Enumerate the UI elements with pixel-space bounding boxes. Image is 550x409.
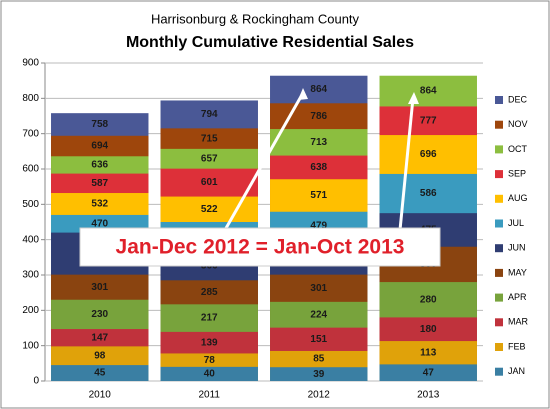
chart-subtitle: Harrisonburg & Rockingham County	[151, 11, 360, 26]
data-label: 587	[91, 178, 108, 189]
x-tick-label: 2011	[198, 390, 220, 401]
legend-label: JAN	[508, 366, 525, 376]
y-tick-label: 500	[22, 199, 39, 210]
data-label: 285	[201, 287, 218, 298]
y-tick-label: 0	[33, 376, 39, 387]
legend-swatch	[495, 145, 503, 154]
legend-label: NOV	[508, 119, 528, 129]
legend-swatch	[495, 343, 503, 351]
arrowhead	[408, 92, 419, 104]
data-label: 571	[310, 190, 327, 201]
legend-label: SEP	[508, 168, 526, 178]
data-label: 758	[91, 119, 108, 130]
data-label: 601	[201, 177, 218, 188]
data-label: 694	[91, 141, 108, 152]
bar	[51, 365, 149, 381]
legend-swatch	[495, 96, 503, 104]
data-label: 864	[310, 84, 327, 95]
data-label: 532	[91, 199, 108, 210]
data-label: 479	[310, 220, 327, 231]
data-label: 224	[310, 309, 327, 320]
legend-label: MAR	[508, 317, 529, 327]
data-label: 586	[420, 188, 437, 199]
data-label: 301	[91, 282, 108, 293]
data-label: 113	[420, 347, 437, 358]
legend-swatch	[495, 318, 503, 327]
y-tick-label: 800	[22, 93, 39, 104]
data-label: 713	[310, 137, 327, 148]
y-tick-label: 300	[22, 270, 39, 281]
x-tick-label: 2010	[89, 390, 112, 401]
arrow	[398, 97, 415, 231]
legend-label: JUL	[508, 218, 524, 228]
data-label: 151	[310, 334, 327, 345]
y-tick-label: 400	[22, 234, 39, 245]
data-label: 78	[204, 355, 216, 366]
data-label: 217	[201, 313, 218, 324]
legend-label: MAY	[508, 267, 527, 277]
bars	[51, 75, 477, 382]
data-label: 786	[310, 111, 327, 122]
data-label: 280	[420, 294, 437, 305]
annotation-group: Jan-Dec 2012 = Jan-Oct 2013	[79, 88, 441, 267]
annotation-box	[79, 227, 441, 267]
data-label: 638	[310, 162, 327, 173]
legend-swatch	[495, 367, 503, 376]
data-label: 864	[420, 86, 437, 97]
legend-swatch	[495, 244, 503, 253]
data-label: 696	[420, 149, 437, 160]
y-tick-label: 100	[22, 340, 39, 351]
legend: JAN FEB MAR APR MAY JUN JUL AUG SEP OCT NOV DEC	[495, 94, 529, 376]
data-label: 794	[201, 109, 218, 120]
data-label: 230	[91, 309, 108, 320]
x-tick-label: 2013	[417, 390, 440, 401]
bar	[160, 366, 258, 381]
y-tick-label: 900	[22, 58, 39, 69]
arrowhead	[298, 88, 308, 100]
data-label: 636	[91, 160, 108, 171]
data-label: 39	[313, 369, 325, 380]
data-label: 657	[201, 153, 218, 164]
data-label: 40	[204, 369, 216, 380]
legend-label: FEB	[508, 341, 526, 351]
data-label: 522	[201, 204, 218, 215]
legend-swatch	[495, 268, 503, 277]
y-tick-label: 600	[22, 164, 39, 175]
data-label: 470	[91, 218, 108, 229]
legend-swatch	[495, 170, 503, 179]
legend-label: DEC	[508, 94, 528, 104]
data-label: 301	[310, 283, 327, 294]
bar	[379, 364, 477, 381]
legend-label: JUN	[508, 243, 526, 253]
data-label: 85	[313, 354, 325, 365]
arrow	[223, 92, 305, 231]
legend-label: AUG	[508, 193, 528, 203]
data-label: 45	[94, 368, 106, 379]
data-label: 777	[420, 115, 437, 126]
legend-label: OCT	[508, 144, 528, 154]
data-label: 98	[94, 350, 106, 361]
y-tick-label: 700	[22, 128, 39, 139]
legend-label: APR	[508, 292, 527, 302]
legend-swatch	[495, 293, 503, 302]
legend-swatch	[495, 120, 503, 129]
annotation: Jan-Dec 2012 = Jan-Oct 2013	[116, 236, 405, 259]
data-label: 139	[201, 337, 218, 348]
bar	[270, 367, 368, 381]
x-tick-label: 2012	[308, 390, 331, 401]
data-label: 180	[420, 324, 437, 335]
legend-swatch	[495, 219, 503, 228]
data-label: 47	[423, 367, 435, 378]
y-tick-label: 200	[22, 305, 39, 316]
data-label: 147	[91, 332, 108, 343]
legend-swatch	[495, 194, 503, 203]
data-label: 715	[201, 133, 218, 144]
chart-title: Monthly Cumulative Residential Sales	[126, 34, 414, 51]
